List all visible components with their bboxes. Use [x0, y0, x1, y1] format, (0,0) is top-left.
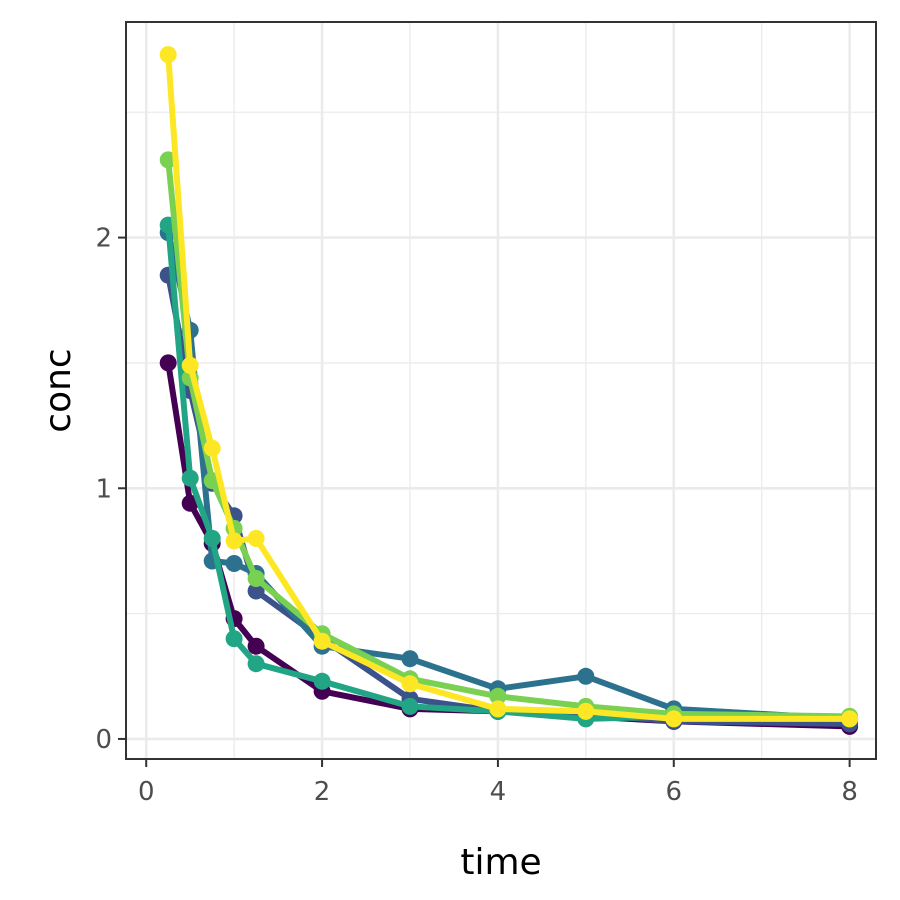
y-tick-label: 1 — [95, 474, 112, 504]
grid — [126, 22, 876, 759]
x-axis-title: time — [460, 842, 541, 883]
y-tick-label: 0 — [95, 725, 112, 755]
data-point — [159, 354, 177, 372]
x-tick-label: 6 — [665, 777, 682, 807]
data-point — [181, 494, 199, 512]
data-point — [203, 439, 221, 457]
data-point — [841, 710, 859, 728]
x-tick-label: 2 — [314, 777, 331, 807]
series-6 — [159, 46, 859, 728]
data-point — [247, 637, 265, 655]
data-point — [665, 710, 683, 728]
data-point — [247, 529, 265, 547]
data-point — [313, 672, 331, 690]
y-axis-title: conc — [38, 348, 79, 432]
data-point — [401, 675, 419, 693]
data-point — [489, 700, 507, 718]
data-point — [577, 702, 595, 720]
data-point — [577, 667, 595, 685]
x-tick-label: 8 — [841, 777, 858, 807]
data-point — [225, 555, 243, 572]
data-point — [203, 529, 221, 547]
data-point — [247, 570, 265, 587]
plot-series — [159, 46, 859, 735]
data-point — [401, 650, 419, 668]
data-point — [401, 697, 419, 715]
data-point — [181, 356, 199, 374]
axes: 0 2 4 6 8 0 1 2 — [95, 224, 857, 807]
data-point — [225, 532, 243, 550]
data-point — [225, 630, 243, 648]
data-point — [159, 46, 177, 64]
panel-border — [125, 21, 877, 760]
data-point — [489, 687, 507, 705]
y-tick-label: 2 — [95, 224, 112, 254]
x-tick-label: 4 — [490, 777, 507, 807]
data-point — [247, 655, 265, 673]
x-tick-label: 0 — [138, 777, 155, 807]
data-point — [313, 632, 331, 650]
data-point — [181, 469, 199, 487]
data-point — [247, 582, 265, 600]
